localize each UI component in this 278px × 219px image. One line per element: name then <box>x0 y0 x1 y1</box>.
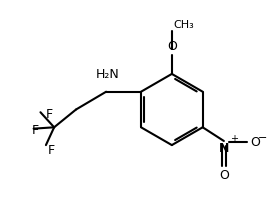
Text: H₂N: H₂N <box>96 68 119 81</box>
Text: F: F <box>48 144 55 157</box>
Text: O: O <box>250 136 260 149</box>
Text: N: N <box>219 142 230 155</box>
Text: F: F <box>32 124 39 136</box>
Text: O: O <box>167 40 177 53</box>
Text: CH₃: CH₃ <box>173 20 194 30</box>
Text: −: − <box>257 133 267 143</box>
Text: O: O <box>219 169 229 182</box>
Text: F: F <box>46 108 53 122</box>
Text: +: + <box>230 134 238 144</box>
